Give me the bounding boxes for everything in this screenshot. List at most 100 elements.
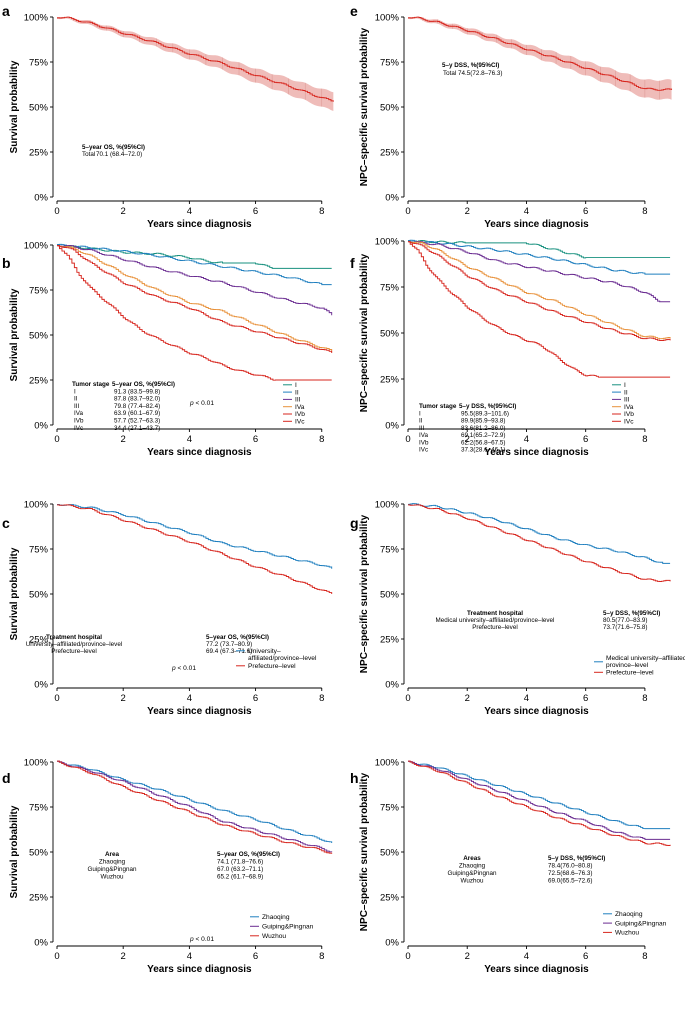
series-line (57, 760, 333, 843)
table-row-value: 65.2 (61.7–68.9) (217, 874, 263, 881)
y-tick-label: 75% (380, 544, 400, 555)
x-tick-label: 0 (405, 206, 410, 217)
y-axis-title: NPC–specific survival probability (359, 514, 370, 673)
table-row-value: 69.4 (67.3–71.6) (206, 648, 252, 655)
legend-label: III (624, 397, 630, 404)
panel-e: e 0% 25% 50% 75% 100% 0 2 4 6 8 Years since diagnos… (350, 3, 673, 230)
table-row-value: 74.1 (71.8–76.6) (217, 859, 263, 866)
table-row-value: 80.5(77.0–83.9) (603, 617, 647, 624)
y-tick-label: 50% (29, 330, 49, 341)
legend-label: Zhaoqing (262, 914, 290, 921)
series-line (408, 240, 671, 259)
legend-label: University– (248, 648, 281, 655)
x-tick-label: 0 (54, 206, 59, 217)
series-line (57, 243, 332, 286)
x-tick-label: 2 (121, 434, 126, 445)
y-tick-label: 75% (29, 802, 49, 813)
series-line (57, 760, 333, 854)
table-header: Areas (463, 855, 481, 862)
x-tick-label: 2 (465, 951, 470, 962)
x-tick-label: 0 (54, 693, 59, 704)
y-tick-label: 25% (29, 892, 49, 903)
table-row-label: IVb (419, 439, 429, 446)
x-tick-label: 8 (319, 206, 324, 217)
table-row-label: Guiping&Pingnan (87, 866, 137, 873)
y-tick-label: 25% (380, 147, 400, 158)
x-tick-label: 4 (187, 693, 192, 704)
y-tick-label: 50% (380, 102, 400, 113)
legend-label: Zhaoqing (615, 911, 643, 918)
y-tick-label: 25% (380, 892, 400, 903)
table-row-label: University–affiliated/province–level (26, 641, 123, 648)
table-row-value: 62.2(56.8–67.5) (461, 439, 505, 446)
x-tick-label: 4 (524, 693, 529, 704)
series-line (57, 16, 334, 102)
y-tick-label: 0% (34, 420, 48, 431)
x-tick-label: 4 (187, 206, 192, 217)
table-row-value: 74.5(72.8–76.3) (458, 70, 502, 77)
x-tick-label: 6 (583, 434, 588, 445)
table-row-label: I (74, 388, 76, 395)
table-row-value: 34.4 (27.1–43.7) (114, 425, 160, 432)
y-tick-label: 0% (385, 420, 399, 431)
y-tick-label: 0% (34, 937, 48, 948)
y-axis-title: Survival probability (9, 60, 20, 153)
table-row-value: 89.9(85.9–93.8) (461, 418, 505, 425)
y-tick-label: 50% (29, 102, 49, 113)
table-row-label: II (74, 396, 78, 403)
x-tick-label: 2 (465, 693, 470, 704)
panel-c: c 0% 25% 50% 75% 100% 0 2 4 6 8 Years since diagnos… (2, 499, 333, 717)
x-axis-title: Years since diagnosis (147, 964, 252, 975)
series-line (408, 760, 671, 830)
series-line (408, 239, 671, 275)
series-line (408, 241, 671, 378)
panel-letter: a (2, 3, 10, 19)
table-row-value: 79.8 (77.4–82.4) (114, 403, 160, 410)
legend-label: affiliated/province–level (248, 655, 317, 662)
legend-label: IVb (295, 411, 305, 418)
x-tick-label: 4 (187, 434, 192, 445)
x-tick-label: 0 (54, 434, 59, 445)
table-header: 5–y DSS, %(95%CI) (548, 855, 605, 862)
y-tick-label: 25% (29, 147, 49, 158)
table-row-value: 37.3(28.6–46.1) (461, 447, 505, 454)
series-line (408, 760, 671, 840)
x-tick-label: 6 (583, 206, 588, 217)
table-row-label: IVb (74, 418, 84, 425)
table-row-label: Medical university–affiliated/province–l… (436, 617, 555, 624)
series-line (57, 245, 333, 352)
y-tick-label: 50% (380, 328, 400, 339)
x-tick-label: 6 (253, 693, 258, 704)
series-line (408, 16, 673, 91)
series-line (408, 760, 671, 846)
table-row-value: 69.1(65.2–72.9) (461, 432, 505, 439)
table-header: 5–year OS, %(95%CI) (206, 634, 269, 641)
legend-label: IVc (295, 419, 305, 426)
panel-letter: h (350, 770, 359, 786)
table-row-value: 67.0 (63.2–71.1) (217, 866, 263, 873)
p-value: p < 0.01 (189, 936, 214, 943)
y-tick-label: 50% (29, 589, 49, 600)
table-row-label: Prefecture–level (472, 624, 518, 631)
x-tick-label: 8 (319, 951, 324, 962)
x-axis-title: Years since diagnosis (484, 964, 589, 975)
y-tick-label: 75% (29, 57, 49, 68)
y-tick-label: 0% (34, 679, 48, 690)
table-row-value: 72.5(68.6–76.3) (548, 870, 592, 877)
table-row-label: Prefecture–level (51, 648, 97, 655)
x-tick-label: 0 (405, 951, 410, 962)
panel-letter: g (350, 515, 359, 531)
x-axis-title: Years since diagnosis (484, 706, 589, 717)
table-row-label: IVc (419, 447, 428, 454)
legend-label: I (295, 382, 297, 389)
y-axis-title: Survival probability (9, 547, 20, 640)
y-tick-label: 100% (375, 757, 400, 768)
x-axis-title: Years since diagnosis (147, 447, 252, 458)
y-axis-title: NPC–specific survival probability (359, 27, 370, 186)
table-row-value: 69.0(65.5–72.6) (548, 878, 592, 885)
table-row-value: 70.1 (68.4–72.0) (96, 151, 142, 158)
legend-label: Guiping&Pingnan (262, 924, 314, 931)
table-row-value: 57.7 (52.7–63.3) (114, 418, 160, 425)
panel-b: b 0% 25% 50% 75% 100% 0 2 4 6 8 Years since diagnos… (2, 240, 333, 458)
